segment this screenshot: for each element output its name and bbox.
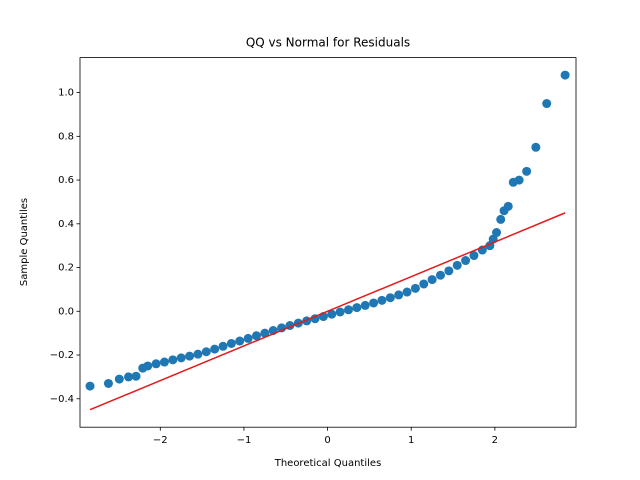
point — [226, 338, 236, 348]
point — [469, 251, 479, 261]
fit-line — [89, 212, 566, 411]
plot-frame — [79, 57, 577, 428]
point — [151, 359, 161, 369]
point — [159, 357, 169, 367]
point — [131, 371, 141, 381]
point — [103, 378, 113, 388]
point — [251, 331, 261, 341]
point — [369, 298, 379, 308]
point — [402, 287, 412, 297]
point — [85, 381, 95, 391]
point — [352, 303, 362, 313]
x-tick-label: 0 — [324, 435, 330, 446]
x-tick-label: 2 — [492, 435, 498, 446]
y-tick-label: −0.4 — [50, 394, 74, 405]
point — [385, 293, 395, 303]
y-axis-label: Sample Quantiles — [19, 198, 30, 286]
point — [435, 270, 445, 280]
point — [377, 295, 387, 305]
chart-title: QQ vs Normal for Residuals — [246, 36, 410, 50]
point — [410, 283, 420, 293]
point — [193, 349, 203, 359]
y-tick-label: 0.0 — [58, 306, 74, 317]
point — [310, 314, 320, 324]
point — [243, 333, 253, 343]
x-tick-label: 1 — [408, 435, 414, 446]
point — [343, 305, 353, 315]
point — [461, 256, 471, 266]
point — [327, 309, 337, 319]
point — [514, 175, 524, 185]
point — [210, 344, 220, 354]
point — [496, 214, 506, 224]
point — [176, 353, 186, 363]
y-tick-label: 1.0 — [58, 88, 74, 99]
point — [444, 266, 454, 276]
y-tick-label: 0.2 — [58, 263, 74, 274]
point — [218, 341, 228, 351]
y-tick-label: 0.4 — [58, 219, 74, 230]
point — [114, 374, 124, 384]
x-axis-label: Theoretical Quantiles — [274, 458, 382, 469]
point — [560, 70, 570, 80]
point — [143, 361, 153, 371]
point — [503, 201, 513, 211]
point — [427, 275, 437, 285]
point — [492, 228, 502, 238]
point — [260, 328, 270, 338]
y-tick-label: 0.6 — [58, 175, 74, 186]
point — [335, 307, 345, 317]
point — [452, 260, 462, 270]
point — [522, 166, 532, 176]
x-tick-label: −1 — [237, 435, 252, 446]
point — [185, 351, 195, 361]
y-tick-label: −0.2 — [50, 350, 74, 361]
point — [360, 300, 370, 310]
point — [394, 290, 404, 300]
point — [201, 347, 211, 357]
point — [531, 142, 541, 152]
point — [124, 372, 134, 382]
point — [542, 99, 552, 109]
point — [419, 279, 429, 289]
point — [235, 336, 245, 346]
point — [168, 355, 178, 365]
x-tick-label: −2 — [153, 435, 168, 446]
y-tick-label: 0.8 — [58, 131, 74, 142]
